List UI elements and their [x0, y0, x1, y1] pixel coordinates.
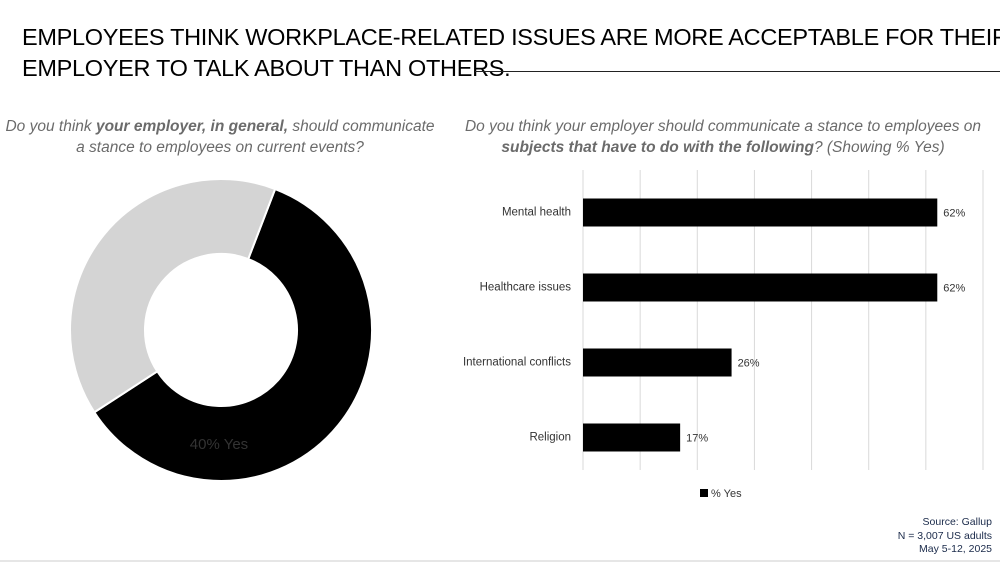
bar-international-conflicts [583, 348, 732, 377]
bar-data-label: 17% [686, 432, 708, 444]
bar-healthcare-issues [583, 273, 938, 302]
title-divider [475, 71, 1000, 72]
donut-question-post: should communicate a stance to employees… [76, 118, 435, 156]
title-line-2: EMPLOYER TO TALK ABOUT THAN OTHERS. [22, 55, 511, 81]
legend-swatch [700, 489, 708, 497]
bar-category-label: Healthcare issues [480, 282, 572, 294]
bar-question-post: ? (Showing % Yes) [813, 139, 945, 156]
bar-category-label: Mental health [502, 207, 571, 219]
bar-data-label: 62% [943, 282, 965, 294]
title-line-1: EMPLOYEES THINK WORKPLACE-RELATED ISSUES… [22, 24, 1000, 50]
bar-question-emphasis: subjects that have to do with the follow… [501, 139, 814, 156]
source-note: Source: Gallup N = 3,007 US adults May 5… [898, 516, 992, 557]
bar-mental-health [583, 198, 938, 227]
donut-question: Do you think your employer, in general, … [0, 116, 440, 158]
legend-label: % Yes [711, 488, 742, 500]
source-line: Source: Gallup [922, 516, 992, 528]
donut-slice-no [92, 187, 373, 482]
donut-question-emphasis: your employer, in general, [95, 118, 289, 135]
bar-data-label: 62% [943, 207, 965, 219]
bar-question: Do you think your employer should commun… [458, 116, 988, 158]
donut-slice-yes [69, 178, 277, 414]
donut-question-pre: Do you think [5, 118, 96, 135]
bar-category-label: Religion [529, 432, 571, 444]
date-range-line: May 5-12, 2025 [919, 543, 992, 555]
bar-category-label: International conflicts [463, 357, 571, 369]
bar-religion [583, 423, 681, 452]
sample-size-line: N = 3,007 US adults [897, 529, 992, 542]
bar-data-label: 26% [738, 357, 760, 369]
donut-label-yes: 40% Yes [190, 436, 248, 453]
chart-title: EMPLOYEES THINK WORKPLACE-RELATED ISSUES… [22, 22, 1000, 84]
bar-question-pre: Do you think your employer should commun… [464, 118, 982, 135]
bottom-divider [0, 560, 1000, 562]
